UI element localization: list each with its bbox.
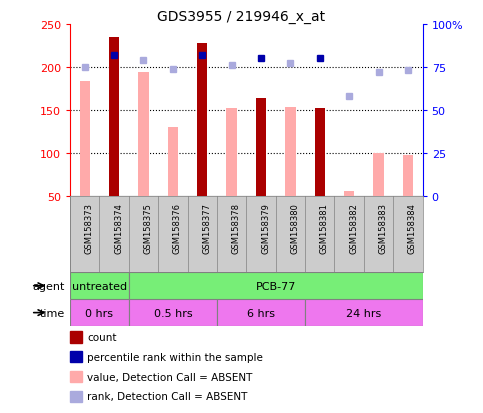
Text: 6 hrs: 6 hrs [247, 308, 275, 318]
Text: count: count [87, 332, 116, 342]
Text: 0.5 hrs: 0.5 hrs [154, 308, 192, 318]
Text: GDS3955 / 219946_x_at: GDS3955 / 219946_x_at [157, 10, 326, 24]
Bar [70, 299, 129, 326]
Text: GSM158382: GSM158382 [349, 202, 358, 253]
Bar [138, 73, 149, 196]
Text: GSM158379: GSM158379 [261, 202, 270, 253]
Text: agent: agent [33, 281, 65, 291]
Text: GSM158373: GSM158373 [85, 202, 94, 253]
Text: rank, Detection Call = ABSENT: rank, Detection Call = ABSENT [87, 392, 247, 401]
Bar [197, 44, 207, 196]
Bar [80, 82, 90, 196]
Bar [285, 108, 296, 196]
Text: GSM158374: GSM158374 [114, 202, 123, 253]
Bar [227, 109, 237, 196]
Text: GSM158383: GSM158383 [379, 202, 387, 253]
Text: GSM158375: GSM158375 [143, 202, 153, 253]
Bar [305, 299, 423, 326]
Bar [217, 299, 305, 326]
Bar [129, 273, 423, 299]
Text: time: time [40, 308, 65, 318]
Text: GSM158378: GSM158378 [232, 202, 241, 253]
Text: value, Detection Call = ABSENT: value, Detection Call = ABSENT [87, 372, 252, 382]
Text: PCB-77: PCB-77 [256, 281, 296, 291]
Bar [256, 98, 266, 196]
Bar [109, 38, 119, 196]
Bar [314, 109, 325, 196]
Bar [168, 128, 178, 196]
Bar [403, 156, 413, 196]
Text: GSM158377: GSM158377 [202, 202, 211, 253]
Text: GSM158376: GSM158376 [173, 202, 182, 253]
Text: GSM158384: GSM158384 [408, 202, 417, 253]
Text: percentile rank within the sample: percentile rank within the sample [87, 352, 263, 362]
Text: GSM158381: GSM158381 [320, 202, 329, 253]
Bar [373, 153, 384, 196]
Text: 24 hrs: 24 hrs [346, 308, 382, 318]
Text: GSM158380: GSM158380 [290, 202, 299, 253]
Bar [70, 273, 129, 299]
Text: 0 hrs: 0 hrs [85, 308, 114, 318]
Bar [344, 192, 355, 196]
Text: untreated: untreated [72, 281, 127, 291]
Bar [129, 299, 217, 326]
